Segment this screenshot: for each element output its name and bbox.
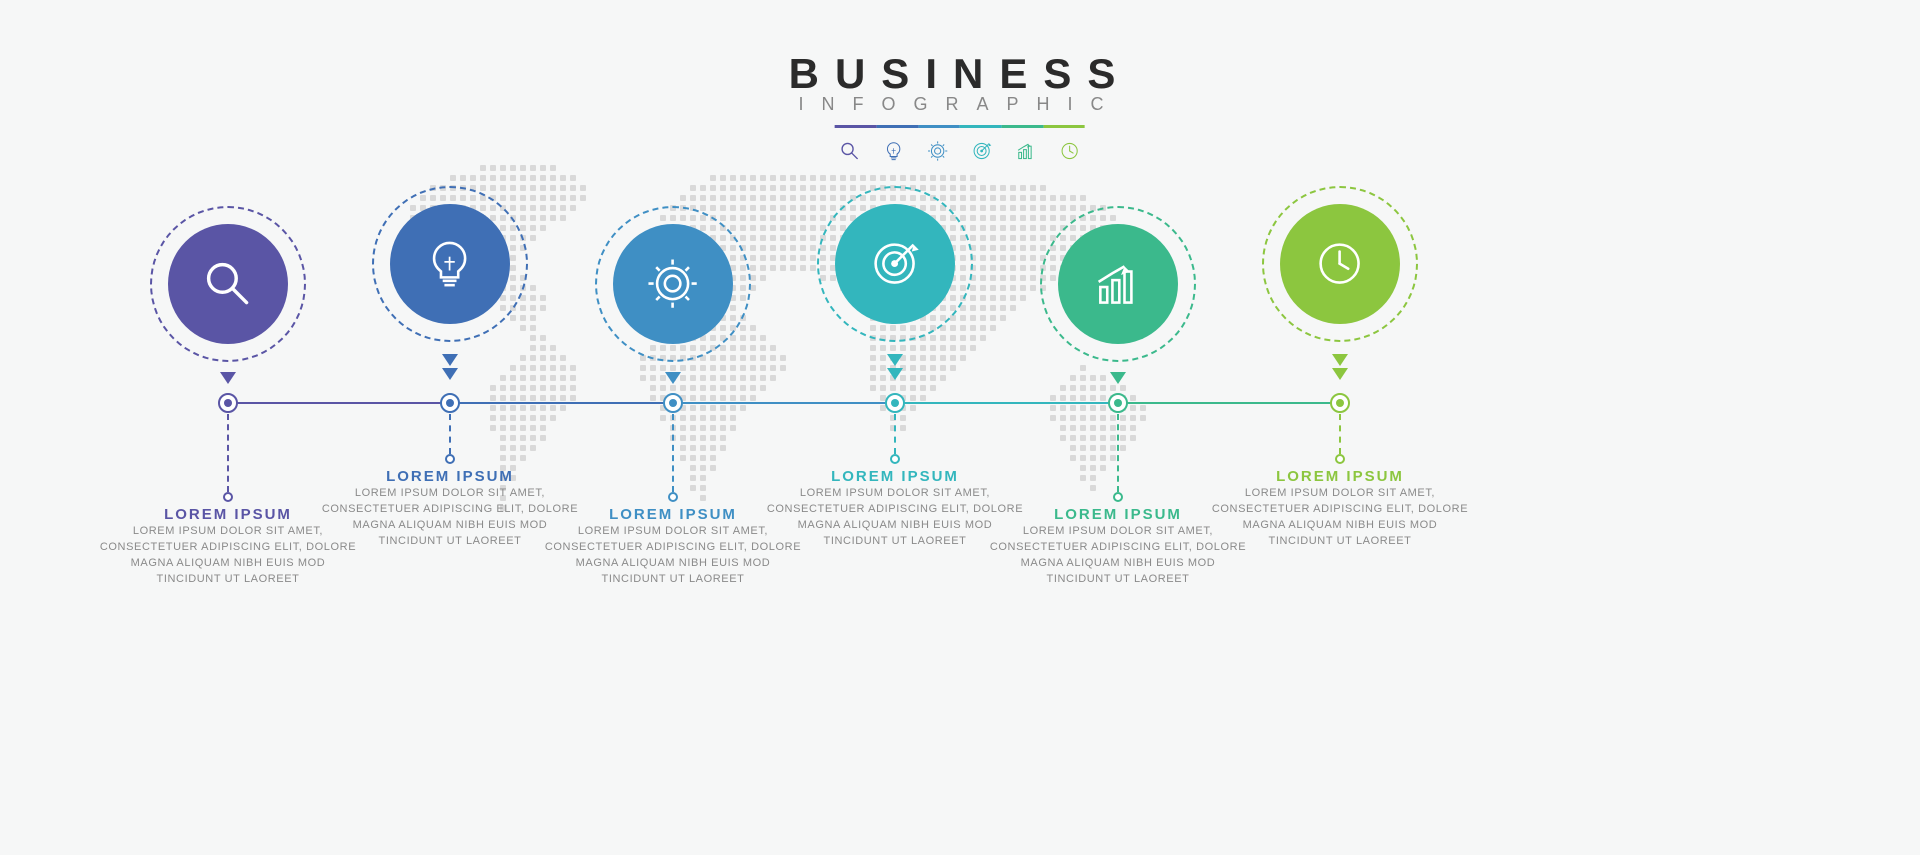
drop-end-dot — [223, 492, 233, 502]
pointer-triangle-icon — [887, 368, 903, 380]
axis-node — [440, 393, 460, 413]
drop-end-dot — [890, 454, 900, 464]
drop-end-dot — [668, 492, 678, 502]
clock-icon — [1312, 236, 1367, 291]
drop-line — [227, 414, 229, 492]
pointer-triangle-icon — [887, 354, 903, 366]
step-body: LOREM IPSUM DOLOR SIT AMET, CONSECTETUER… — [543, 524, 803, 588]
infographic-canvas: BUSINESS INFOGRAPHIC LOREM IPSUMLOREM IP… — [0, 0, 1920, 855]
drop-end-dot — [1335, 454, 1345, 464]
pointer-triangle-icon — [1332, 368, 1348, 380]
axis-node — [218, 393, 238, 413]
pointer-triangle-icon — [665, 372, 681, 384]
step-circle — [1058, 224, 1178, 344]
step-body: LOREM IPSUM DOLOR SIT AMET, CONSECTETUER… — [98, 524, 358, 588]
timeline-step: LOREM IPSUMLOREM IPSUM DOLOR SIT AMET, C… — [573, 0, 773, 700]
axis-node — [885, 393, 905, 413]
pointer-triangle-icon — [1110, 372, 1126, 384]
timeline-step: LOREM IPSUMLOREM IPSUM DOLOR SIT AMET, C… — [128, 0, 328, 700]
axis-node — [1108, 393, 1128, 413]
axis-node — [1330, 393, 1350, 413]
timeline-step: LOREM IPSUMLOREM IPSUM DOLOR SIT AMET, C… — [350, 0, 550, 700]
bulb-icon — [422, 236, 477, 291]
search-icon — [200, 256, 255, 311]
step-circle — [835, 204, 955, 324]
drop-line — [894, 414, 896, 454]
bars-icon — [1090, 256, 1145, 311]
step-circle — [390, 204, 510, 324]
step-title: LOREM IPSUM — [775, 468, 1015, 485]
pointer-triangle-icon — [442, 368, 458, 380]
step-circle — [1280, 204, 1400, 324]
drop-line — [672, 414, 674, 492]
timeline-step: LOREM IPSUMLOREM IPSUM DOLOR SIT AMET, C… — [1240, 0, 1440, 700]
step-body: LOREM IPSUM DOLOR SIT AMET, CONSECTETUER… — [320, 486, 580, 550]
timeline-step: LOREM IPSUMLOREM IPSUM DOLOR SIT AMET, C… — [795, 0, 995, 700]
timeline-step: LOREM IPSUMLOREM IPSUM DOLOR SIT AMET, C… — [1018, 0, 1218, 700]
step-circle — [168, 224, 288, 344]
pointer-triangle-icon — [220, 372, 236, 384]
step-title: LOREM IPSUM — [1220, 468, 1460, 485]
axis-node — [663, 393, 683, 413]
step-title: LOREM IPSUM — [108, 506, 348, 523]
drop-line — [1117, 414, 1119, 492]
pointer-triangle-icon — [442, 354, 458, 366]
step-body: LOREM IPSUM DOLOR SIT AMET, CONSECTETUER… — [1210, 486, 1470, 550]
drop-end-dot — [445, 454, 455, 464]
step-circle — [613, 224, 733, 344]
step-title: LOREM IPSUM — [998, 506, 1238, 523]
step-title: LOREM IPSUM — [553, 506, 793, 523]
drop-end-dot — [1113, 492, 1123, 502]
step-body: LOREM IPSUM DOLOR SIT AMET, CONSECTETUER… — [988, 524, 1248, 588]
drop-line — [449, 414, 451, 454]
drop-line — [1339, 414, 1341, 454]
target-icon — [867, 236, 922, 291]
step-body: LOREM IPSUM DOLOR SIT AMET, CONSECTETUER… — [765, 486, 1025, 550]
pointer-triangle-icon — [1332, 354, 1348, 366]
step-title: LOREM IPSUM — [330, 468, 570, 485]
gear-icon — [645, 256, 700, 311]
